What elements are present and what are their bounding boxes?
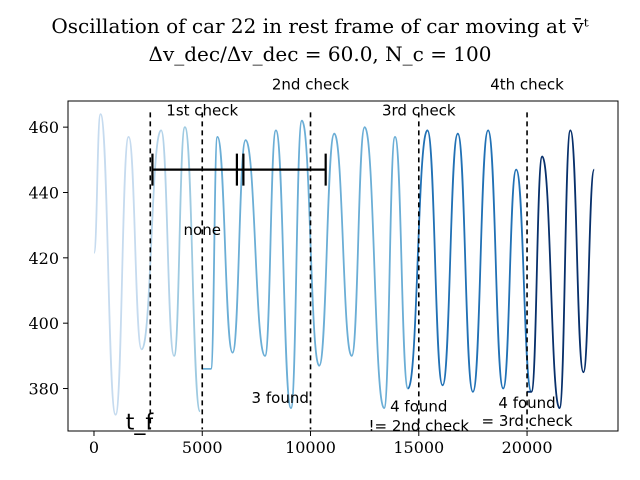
- series-line-5: [527, 129, 596, 410]
- annotation-label-10: t_f: [126, 410, 155, 435]
- plot-area: 0 5000 10000 15000 20000 380 400 420 440 460 1st c…: [28, 76, 619, 457]
- series-line-4: [407, 129, 533, 393]
- y-tick-label-3: 440: [28, 183, 59, 202]
- annotation-label-2: 3rd check: [382, 102, 456, 120]
- x-tick-label-2: 10000: [285, 438, 336, 457]
- x-tick-label-0: 0: [89, 438, 99, 457]
- annotation-label-0: 1st check: [166, 102, 238, 120]
- x-tick-label-3: 15000: [393, 438, 444, 457]
- y-tick-label-1: 400: [28, 314, 59, 333]
- annotation-label-1: 2nd check: [272, 76, 350, 94]
- annotation-label-9: = 3rd check: [482, 412, 573, 430]
- y-tick-label-0: 380: [28, 380, 59, 399]
- annotation-label-3: 4th check: [490, 76, 564, 94]
- chart-title-line2: Δv_dec/Δv_dec = 60.0, N_c = 100: [149, 42, 492, 66]
- axes-frame: [67, 100, 619, 432]
- annotation-label-6: 4 found: [390, 397, 447, 415]
- y-tick-label-4: 460: [28, 118, 59, 137]
- chart-title-line1: Oscillation of car 22 in rest frame of c…: [51, 14, 588, 38]
- annotation-label-7: != 2nd check: [368, 417, 469, 435]
- y-tick-label-2: 420: [28, 249, 59, 268]
- annotation-label-8: 4 found: [498, 394, 555, 412]
- x-tick-label-1: 5000: [182, 438, 223, 457]
- annotation-label-5: 3 found: [252, 389, 309, 407]
- x-tick-label-4: 20000: [502, 438, 553, 457]
- series-line-0: [93, 113, 143, 416]
- annotation-label-4: none: [184, 221, 221, 239]
- series-line-2: [173, 126, 201, 413]
- series-line-3: [202, 119, 409, 410]
- series-line-1: [140, 129, 175, 357]
